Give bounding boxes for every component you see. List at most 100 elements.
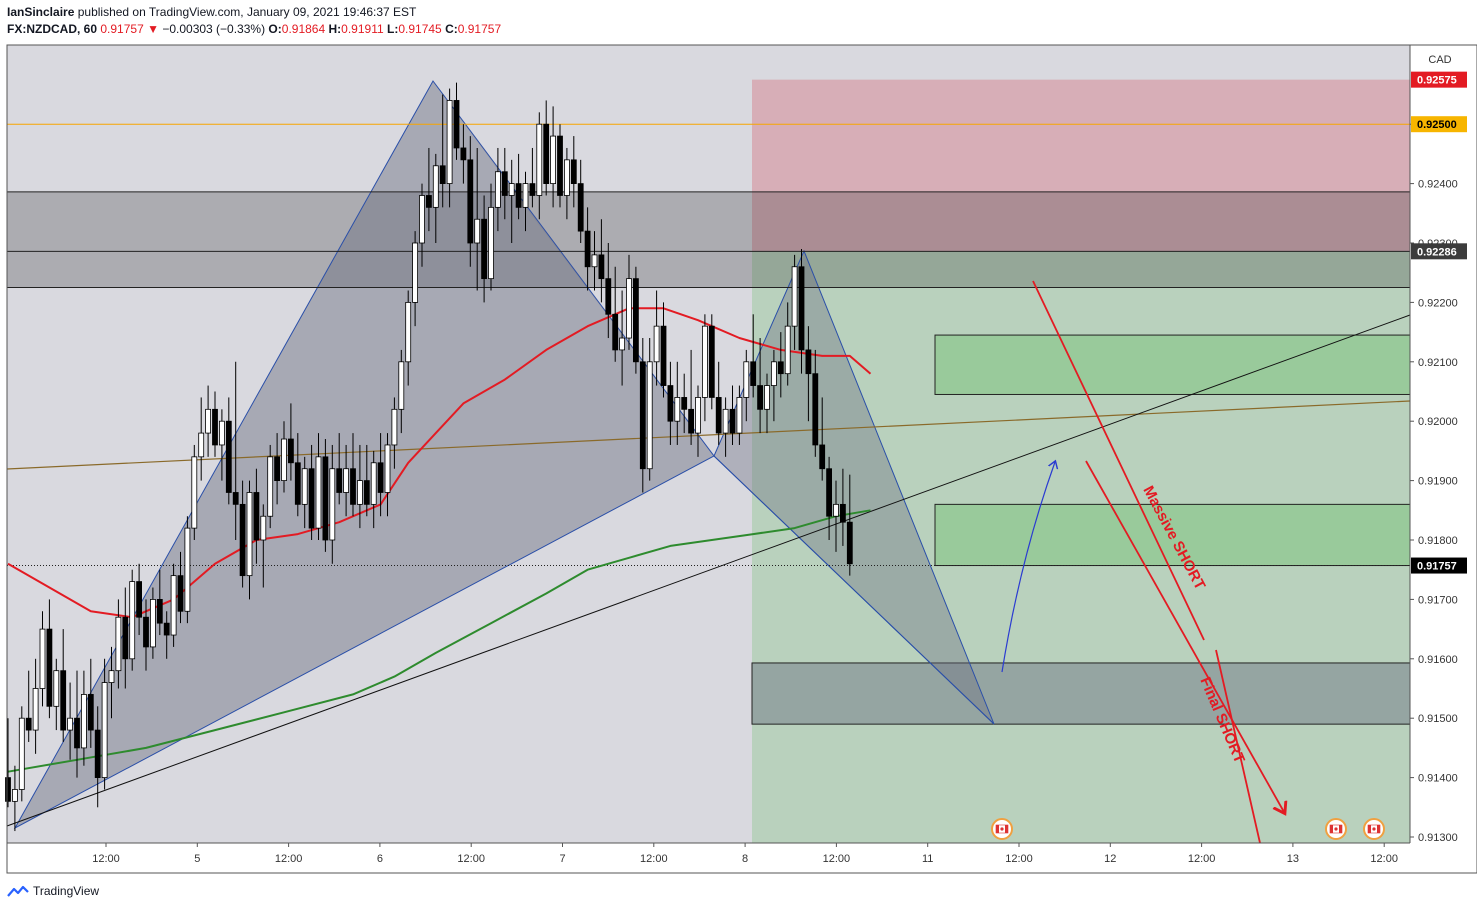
candle [439,94,446,208]
candle-body [170,575,177,636]
candle [253,468,260,564]
candle-body [681,397,688,410]
candle [743,349,750,422]
candle-body [343,468,350,493]
massive-short-line[interactable] [1032,280,1205,641]
candle [570,136,577,208]
flag-leaf [1000,827,1004,831]
symbol-label[interactable]: FX:NZDCAD, 60 [7,22,98,36]
candle-body [570,159,577,184]
candle [60,629,67,742]
candle-body [232,492,239,505]
price-tag [1411,243,1467,260]
y-tick-label: 0.92100 [1418,357,1458,369]
ohlc-legend: FX:NZDCAD, 60 0.91757 ▼ −0.00303 (−0.33%… [7,22,501,36]
candle [812,349,819,457]
candle-body [294,462,301,505]
canada-flag-icon[interactable] [991,818,1013,840]
candle [163,611,170,659]
candle [94,706,101,808]
candle [702,314,708,422]
candle [18,706,25,802]
price-change: −0.00303 (−0.33%) [162,22,266,36]
publish-info: IanSinclaire published on TradingView.co… [7,5,416,19]
canada-flag-icon[interactable] [1325,818,1347,840]
fast-ma-line [7,307,872,619]
candle [81,670,87,766]
candle-body [53,670,60,707]
candle [633,266,639,374]
candle-body [750,361,757,386]
candle-body [722,408,729,434]
price-tag-label: 0.92286 [1417,246,1457,258]
x-tick-label: 13 [1287,853,1299,865]
tradingview-brand[interactable]: TradingView [7,882,99,900]
published-text: published on TradingView.com, January 09… [77,5,417,19]
price-axis[interactable] [1410,45,1477,843]
candle-body [736,397,743,434]
candles [5,82,853,832]
candle [771,349,777,422]
flag-right-bar [1005,825,1008,833]
x-tick-label: 12:00 [92,853,120,865]
candle [564,147,570,220]
candle [260,504,267,588]
candle [688,349,694,445]
candle-body [557,135,563,196]
candle-body [253,492,260,541]
candle-body [239,503,246,577]
candle-body [846,521,853,565]
candle [281,421,287,493]
candle-body [108,670,115,683]
candle [419,183,425,267]
x-tick-label: 12:00 [640,853,668,865]
x-tick-label: 7 [559,853,565,865]
candle [67,682,73,760]
candle [826,456,832,540]
candle [274,433,281,505]
canada-flag-icon[interactable] [1363,818,1385,840]
open-label: O: [268,22,282,36]
candle-body [356,480,363,505]
candle [377,433,384,517]
time-axis[interactable] [7,843,1410,873]
middle-target-box [934,503,1411,567]
candle [184,516,191,624]
candle [198,397,205,481]
x-tick-label: 12:00 [1370,853,1398,865]
candle [577,159,584,243]
candle-body [591,254,598,268]
candle-body [729,408,736,434]
candle-body [260,515,267,541]
flag-leaf [1334,827,1338,831]
candle-body [639,361,646,470]
candle [149,587,156,659]
brown-trendline[interactable] [6,400,1411,470]
candle [639,338,646,493]
candle [225,397,232,505]
candle-body [122,616,129,660]
price-tag [1411,557,1467,574]
black-trendline[interactable] [6,314,1411,827]
publisher-name[interactable]: IanSinclaire [7,5,75,19]
candle-body [115,616,122,672]
candle [115,599,122,689]
final-short-arrow[interactable] [1085,460,1284,812]
y-axis-labels: CAD 0.91300 0.91400 0.91500 0.91600 0.91700 0.… [1410,54,1458,844]
candle [819,397,826,481]
candle [343,444,350,517]
candle-body [25,717,32,731]
candle [25,670,32,742]
bounce-arrow[interactable] [1001,462,1055,673]
candle-body [370,462,377,505]
candle [87,658,94,748]
candle-body [377,462,384,493]
x-tick-label: 8 [742,853,748,865]
candle [777,332,784,398]
candle-body [301,468,308,505]
candle-body [5,777,11,802]
event-flags[interactable] [991,818,1385,840]
candle [508,159,515,243]
candle-body [453,100,460,149]
